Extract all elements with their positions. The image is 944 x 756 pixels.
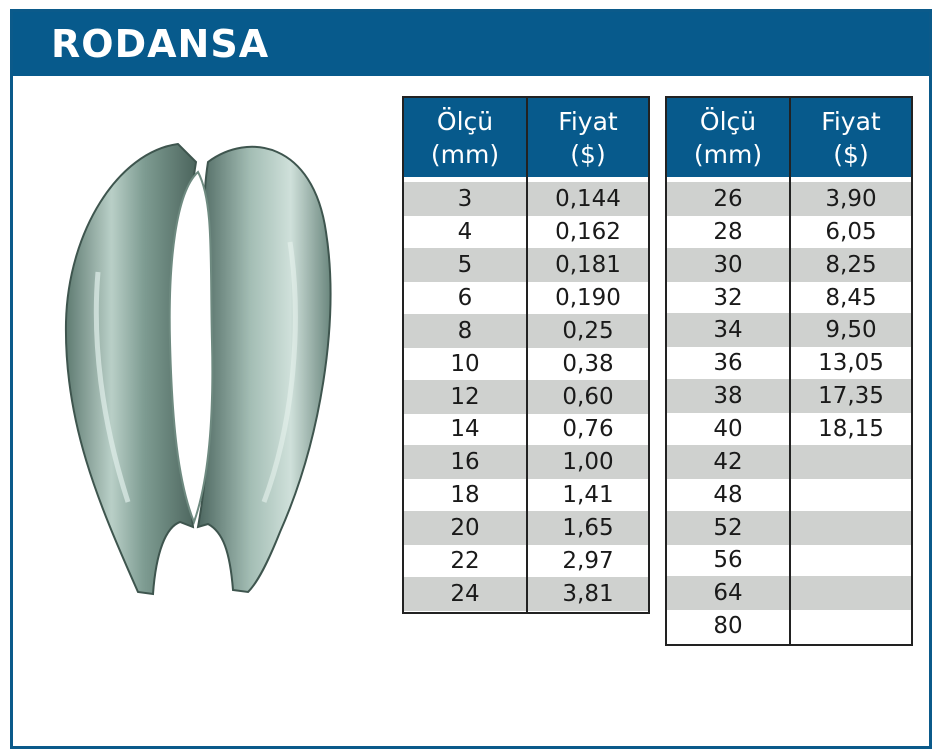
price-cell: 8,45 xyxy=(825,285,877,311)
header-unit: (mm) xyxy=(693,139,763,169)
price-cell: 0,144 xyxy=(555,186,621,212)
column-header-size: Ölçü (mm) xyxy=(667,98,789,177)
price-cell: 3,81 xyxy=(562,581,614,607)
size-cell: 52 xyxy=(713,515,743,541)
size-cell: 26 xyxy=(713,186,743,212)
price-cell xyxy=(791,609,911,643)
price-cell: 17,35 xyxy=(818,383,884,409)
price-cell xyxy=(791,445,911,479)
size-cell: 34 xyxy=(713,317,743,343)
price-cell: 9,50 xyxy=(825,317,877,343)
table-row: 48 xyxy=(667,478,911,512)
table-row: 56 xyxy=(667,543,911,577)
price-cell: 13,05 xyxy=(818,350,884,376)
size-cell: 80 xyxy=(713,613,743,639)
column-header-price: Fiyat ($) xyxy=(528,98,648,177)
price-cell: 1,00 xyxy=(562,449,614,475)
size-cell: 48 xyxy=(713,482,743,508)
size-cell: 42 xyxy=(713,449,743,475)
column-header-size: Ölçü (mm) xyxy=(404,98,526,177)
size-cell: 22 xyxy=(450,548,480,574)
size-cell: 10 xyxy=(450,351,480,377)
price-cell: 6,05 xyxy=(825,219,877,245)
price-cell: 0,181 xyxy=(555,252,621,278)
header-unit: (mm) xyxy=(430,139,500,169)
size-cell: 4 xyxy=(457,219,473,245)
size-cell: 18 xyxy=(450,482,480,508)
price-table-right: Ölçü (mm) Fiyat ($) 26 3,90 28 6,05 30 8,25 32… xyxy=(665,96,913,646)
size-cell: 64 xyxy=(713,580,743,606)
table-row: 36 13,05 xyxy=(667,346,911,380)
price-cell: 3,90 xyxy=(825,186,877,212)
table-row: 40 18,15 xyxy=(667,412,911,446)
size-cell: 6 xyxy=(457,285,473,311)
table-row: 4 0,162 xyxy=(404,215,648,249)
price-cell xyxy=(791,478,911,512)
size-cell: 38 xyxy=(713,383,743,409)
price-cell: 0,76 xyxy=(562,416,614,442)
header-bar: RODANSA xyxy=(13,12,929,76)
header-label: Ölçü xyxy=(436,106,494,136)
header-label: Fiyat xyxy=(821,106,881,136)
column-header-price: Fiyat ($) xyxy=(791,98,911,177)
size-cell: 20 xyxy=(450,515,480,541)
table-row: 10 0,38 xyxy=(404,347,648,381)
size-cell: 36 xyxy=(713,350,743,376)
price-cell: 0,25 xyxy=(562,318,614,344)
price-cell: 0,38 xyxy=(562,351,614,377)
table-row: 80 xyxy=(667,609,911,643)
size-cell: 5 xyxy=(457,252,473,278)
table-row: 22 2,97 xyxy=(404,544,648,578)
price-table-left: Ölçü (mm) Fiyat ($) 3 0,144 4 0,162 5 0,181 6 0… xyxy=(402,96,650,614)
price-cell: 0,60 xyxy=(562,384,614,410)
price-cell xyxy=(791,543,911,577)
size-cell: 24 xyxy=(450,581,480,607)
header-label: Fiyat xyxy=(558,106,618,136)
size-cell: 28 xyxy=(713,219,743,245)
table-row: 30 8,25 xyxy=(667,248,911,282)
header-unit: ($) xyxy=(570,139,606,169)
size-cell: 40 xyxy=(713,416,743,442)
price-cell: 0,162 xyxy=(555,219,621,245)
price-cell xyxy=(791,511,911,545)
price-cell: 8,25 xyxy=(825,252,877,278)
table-row: 28 6,05 xyxy=(667,215,911,249)
table-row: 6 0,190 xyxy=(404,281,648,315)
price-cell: 1,41 xyxy=(562,482,614,508)
price-cell: 1,65 xyxy=(562,515,614,541)
header-label: Ölçü xyxy=(699,106,757,136)
page-title: RODANSA xyxy=(51,22,270,66)
size-cell: 30 xyxy=(713,252,743,278)
size-cell: 12 xyxy=(450,384,480,410)
table-row: 18 1,41 xyxy=(404,478,648,512)
wire-rope-thimble-icon xyxy=(58,122,348,612)
size-cell: 16 xyxy=(450,449,480,475)
price-cell: 2,97 xyxy=(562,548,614,574)
price-cell: 18,15 xyxy=(818,416,884,442)
size-cell: 3 xyxy=(457,186,473,212)
column-divider xyxy=(526,98,528,612)
size-cell: 32 xyxy=(713,285,743,311)
size-cell: 8 xyxy=(457,318,473,344)
price-cell xyxy=(791,576,911,610)
table-row: 32 8,45 xyxy=(667,281,911,315)
size-cell: 14 xyxy=(450,416,480,442)
column-divider xyxy=(789,98,791,644)
table-row: 14 0,76 xyxy=(404,412,648,446)
header-unit: ($) xyxy=(833,139,869,169)
price-cell: 0,190 xyxy=(555,285,621,311)
size-cell: 56 xyxy=(713,547,743,573)
